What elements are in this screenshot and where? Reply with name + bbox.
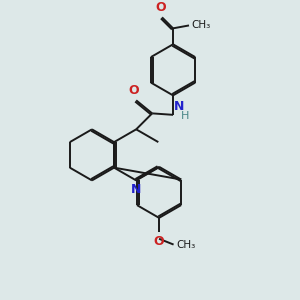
Text: N: N xyxy=(174,100,184,113)
Text: H: H xyxy=(181,111,190,121)
Text: O: O xyxy=(155,1,166,14)
Text: O: O xyxy=(128,84,139,97)
Text: CH₃: CH₃ xyxy=(191,20,211,30)
Text: O: O xyxy=(154,235,164,248)
Text: N: N xyxy=(131,183,141,196)
Text: CH₃: CH₃ xyxy=(176,240,195,250)
